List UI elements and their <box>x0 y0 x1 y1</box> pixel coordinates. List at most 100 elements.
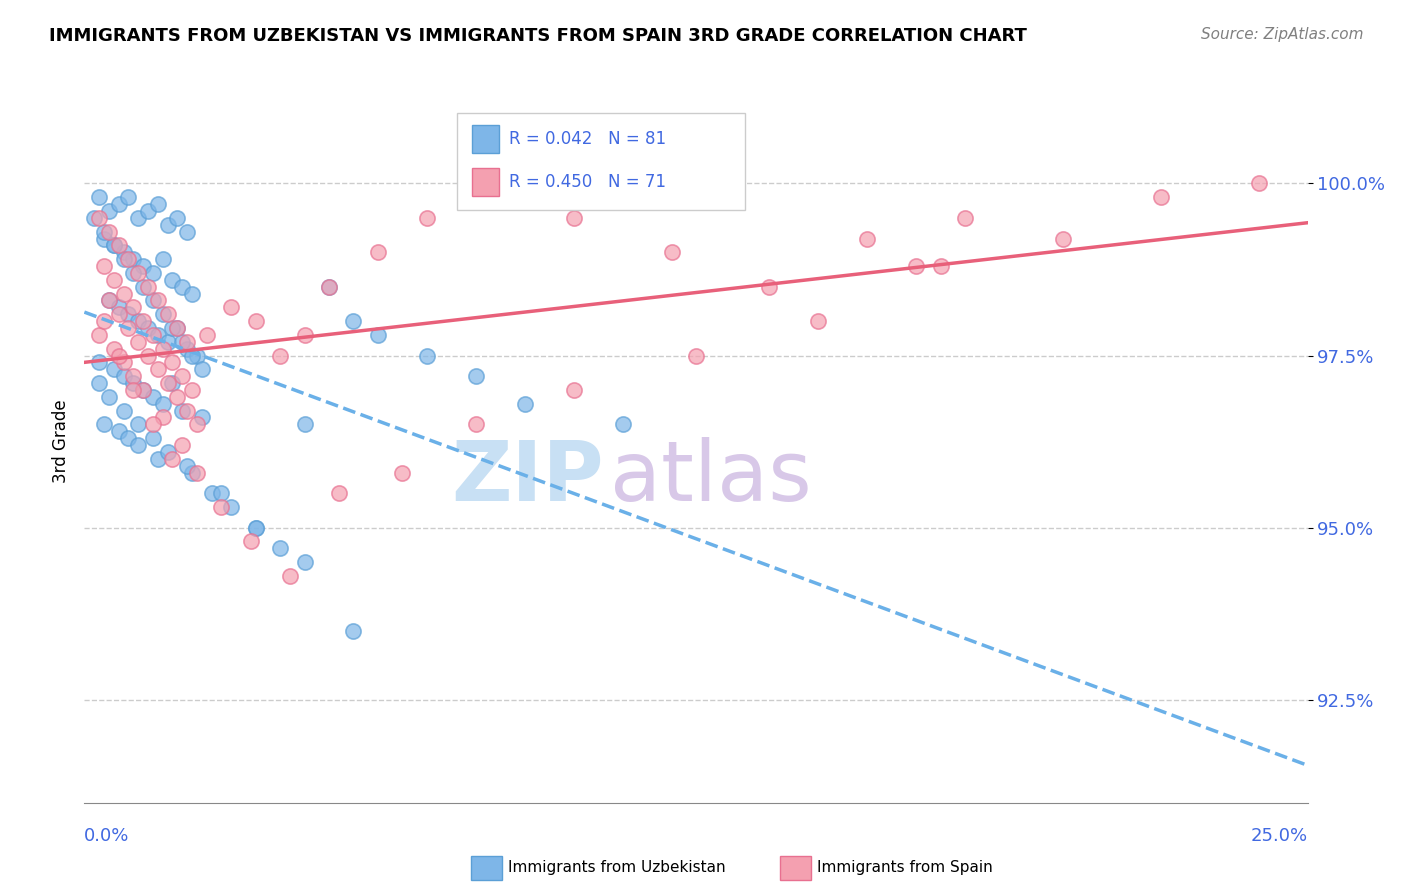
Point <box>219 500 242 514</box>
Point <box>112 252 135 267</box>
Point <box>245 520 267 534</box>
Point <box>132 259 155 273</box>
Point <box>146 327 169 342</box>
Point <box>156 218 179 232</box>
Point <box>107 301 129 315</box>
Point <box>156 307 179 321</box>
Point <box>83 211 105 225</box>
Text: R = 0.042   N = 81: R = 0.042 N = 81 <box>509 130 666 148</box>
Point <box>112 245 135 260</box>
Point <box>318 279 340 293</box>
Point <box>166 211 188 225</box>
Point <box>953 211 976 225</box>
FancyBboxPatch shape <box>472 169 499 196</box>
Text: Source: ZipAtlas.com: Source: ZipAtlas.com <box>1201 27 1364 42</box>
Point <box>146 362 169 376</box>
Point <box>107 197 129 211</box>
Point <box>172 334 194 349</box>
Point <box>117 431 139 445</box>
Point <box>146 451 169 466</box>
Y-axis label: 3rd Grade: 3rd Grade <box>52 400 70 483</box>
Point <box>929 259 952 273</box>
Point <box>391 466 413 480</box>
Point <box>93 314 115 328</box>
Point <box>97 390 120 404</box>
Point <box>758 279 780 293</box>
Point <box>186 466 208 480</box>
Point <box>209 486 232 500</box>
Point <box>162 376 184 390</box>
Point <box>294 417 316 432</box>
Point <box>107 238 129 252</box>
Point <box>156 334 179 349</box>
Point <box>103 273 125 287</box>
Point <box>200 486 222 500</box>
Point <box>146 293 169 308</box>
Point <box>122 266 145 280</box>
Text: Immigrants from Spain: Immigrants from Spain <box>817 861 993 875</box>
Point <box>122 376 145 390</box>
Point <box>342 624 364 638</box>
Point <box>132 314 155 328</box>
Point <box>152 410 174 425</box>
Text: Immigrants from Uzbekistan: Immigrants from Uzbekistan <box>508 861 725 875</box>
Point <box>93 231 115 245</box>
Point <box>107 349 129 363</box>
Point <box>172 403 194 417</box>
Point <box>117 190 139 204</box>
Point <box>219 301 242 315</box>
Point <box>132 383 155 397</box>
Point <box>685 349 707 363</box>
Point <box>181 383 204 397</box>
Text: atlas: atlas <box>610 437 813 518</box>
Point <box>117 321 139 335</box>
Point <box>181 349 204 363</box>
Point <box>112 355 135 369</box>
Point <box>239 534 262 549</box>
Point <box>132 383 155 397</box>
Point <box>97 225 120 239</box>
Point <box>269 349 291 363</box>
Point <box>1247 177 1270 191</box>
Point <box>162 451 184 466</box>
Point <box>146 197 169 211</box>
Point <box>87 190 110 204</box>
Point <box>127 266 149 280</box>
Point <box>195 327 218 342</box>
Point <box>209 500 232 514</box>
Point <box>166 390 188 404</box>
Point <box>142 293 165 308</box>
Point <box>176 403 198 417</box>
Point <box>122 383 145 397</box>
Point <box>142 390 165 404</box>
Point <box>562 383 585 397</box>
Point <box>152 252 174 267</box>
Point <box>107 307 129 321</box>
Point <box>97 293 120 308</box>
Point <box>142 417 165 432</box>
Point <box>136 204 159 219</box>
Point <box>416 211 439 225</box>
Point <box>245 314 267 328</box>
Point <box>181 286 204 301</box>
Point <box>612 417 634 432</box>
Point <box>342 314 364 328</box>
Point <box>93 259 115 273</box>
Point <box>661 245 683 260</box>
Point <box>87 376 110 390</box>
Point <box>191 410 214 425</box>
Point <box>152 342 174 356</box>
Point <box>294 327 316 342</box>
Point <box>112 403 135 417</box>
Point <box>318 279 340 293</box>
Point <box>162 273 184 287</box>
Point <box>103 342 125 356</box>
Point <box>269 541 291 556</box>
Point <box>87 327 110 342</box>
Text: 0.0%: 0.0% <box>84 827 129 845</box>
Point <box>367 327 389 342</box>
Point <box>191 362 214 376</box>
Point <box>127 417 149 432</box>
Point <box>127 438 149 452</box>
Point <box>181 466 204 480</box>
